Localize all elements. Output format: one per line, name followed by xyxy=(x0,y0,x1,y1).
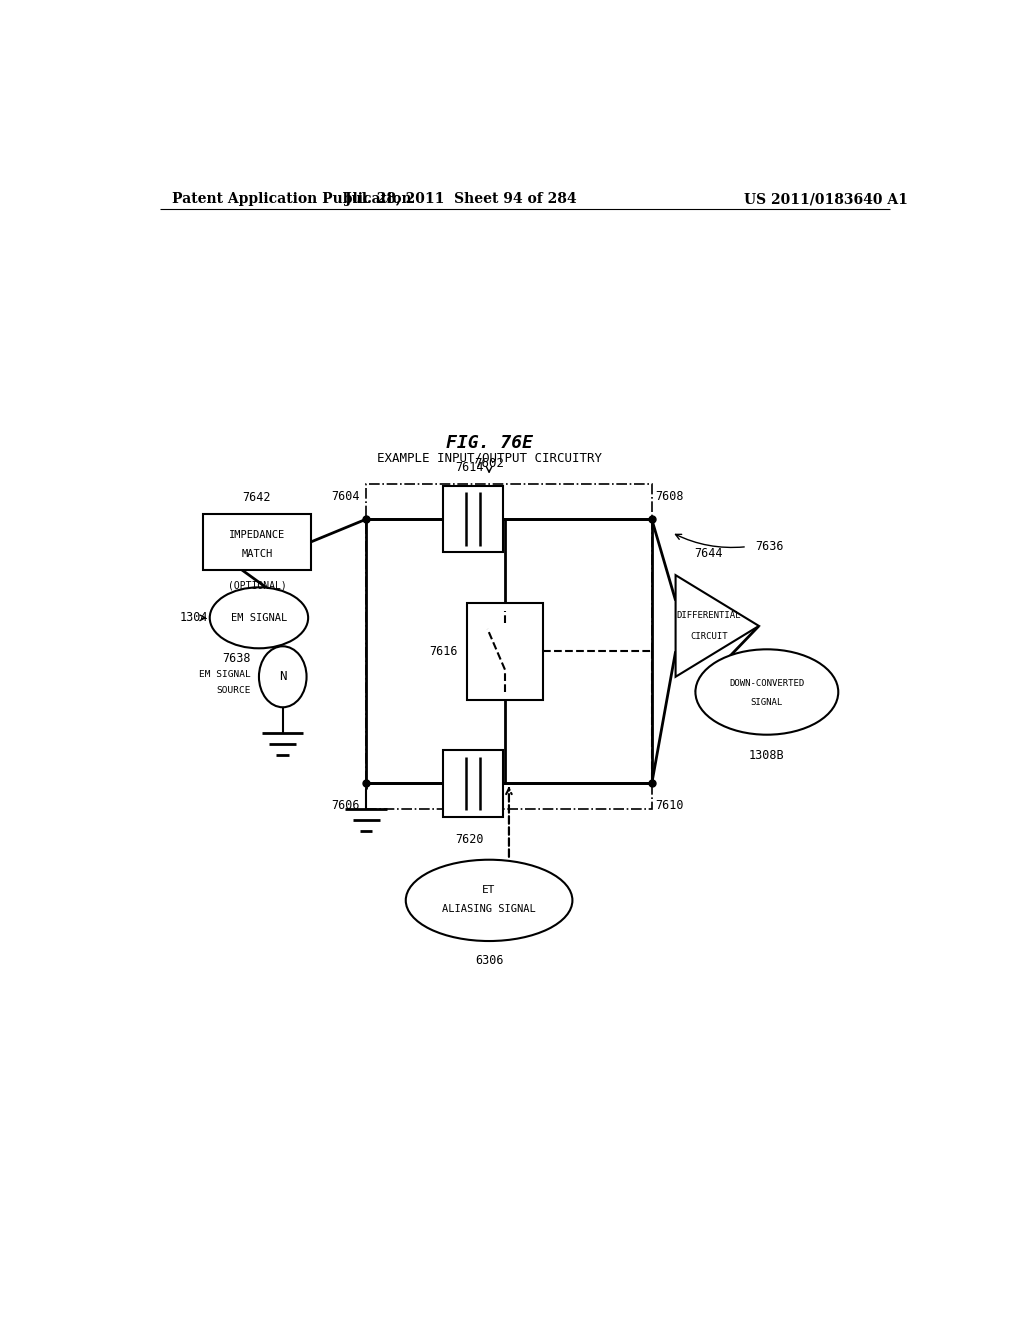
Text: EM SIGNAL: EM SIGNAL xyxy=(230,612,287,623)
Text: N: N xyxy=(279,671,287,684)
Bar xyxy=(467,603,543,700)
Text: FIG. 76E: FIG. 76E xyxy=(445,434,532,451)
Text: ALIASING SIGNAL: ALIASING SIGNAL xyxy=(442,903,536,913)
Text: (OPTIONAL): (OPTIONAL) xyxy=(227,581,287,590)
Text: 7620: 7620 xyxy=(455,833,483,846)
Text: 7610: 7610 xyxy=(655,799,684,812)
Text: 7636: 7636 xyxy=(755,540,783,553)
Ellipse shape xyxy=(695,649,839,735)
Bar xyxy=(204,515,310,570)
Bar xyxy=(443,486,503,552)
Text: 7606: 7606 xyxy=(331,799,359,812)
Bar xyxy=(443,751,503,817)
Ellipse shape xyxy=(406,859,572,941)
Text: 7602: 7602 xyxy=(474,458,504,470)
Text: SOURCE: SOURCE xyxy=(216,686,251,696)
Text: CIRCUIT: CIRCUIT xyxy=(690,631,728,640)
Text: IMPEDANCE: IMPEDANCE xyxy=(228,531,285,540)
Text: 7614: 7614 xyxy=(455,461,483,474)
Text: 7608: 7608 xyxy=(655,490,684,503)
Text: DIFFERENTIAL: DIFFERENTIAL xyxy=(677,611,741,620)
Text: EXAMPLE INPUT/OUTPUT CIRCUITRY: EXAMPLE INPUT/OUTPUT CIRCUITRY xyxy=(377,451,601,465)
Text: ET: ET xyxy=(482,886,496,895)
Ellipse shape xyxy=(210,587,308,648)
Text: US 2011/0183640 A1: US 2011/0183640 A1 xyxy=(744,191,908,206)
Text: EM SIGNAL: EM SIGNAL xyxy=(200,671,251,680)
Circle shape xyxy=(259,647,306,708)
Text: MATCH: MATCH xyxy=(242,549,272,560)
Text: 7604: 7604 xyxy=(331,490,359,503)
Text: 7616: 7616 xyxy=(429,645,458,657)
Text: 7644: 7644 xyxy=(694,546,723,560)
Text: 6306: 6306 xyxy=(475,954,504,968)
Text: Jul. 28, 2011  Sheet 94 of 284: Jul. 28, 2011 Sheet 94 of 284 xyxy=(345,191,578,206)
Bar xyxy=(367,483,652,809)
Text: 1308B: 1308B xyxy=(749,748,784,762)
Text: 1304: 1304 xyxy=(179,611,208,624)
Polygon shape xyxy=(676,576,759,677)
Text: 7642: 7642 xyxy=(243,491,271,504)
Text: 7638: 7638 xyxy=(222,652,251,665)
Text: DOWN-CONVERTED: DOWN-CONVERTED xyxy=(729,680,805,688)
Text: Patent Application Publication: Patent Application Publication xyxy=(172,191,412,206)
Text: SIGNAL: SIGNAL xyxy=(751,698,783,706)
